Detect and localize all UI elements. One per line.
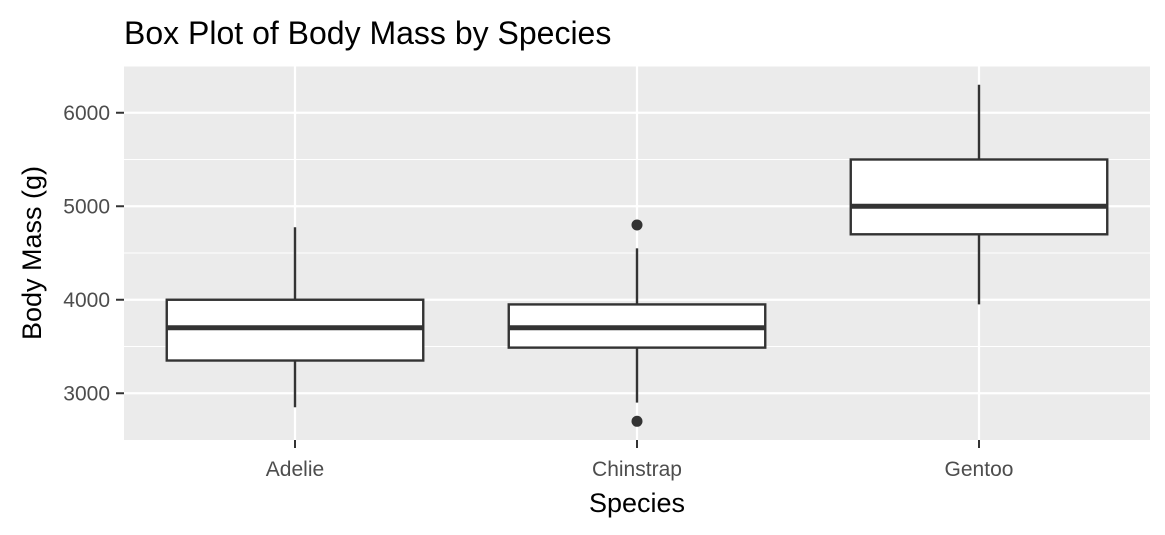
x-tick-label: Chinstrap — [592, 458, 682, 481]
outlier-point — [631, 219, 643, 231]
box-iqr — [849, 158, 1109, 236]
x-tick-label: Adelie — [266, 458, 324, 481]
chart-title: Box Plot of Body Mass by Species — [124, 15, 611, 51]
y-tick-label: 5000 — [63, 195, 110, 218]
y-axis-title: Body Mass (g) — [17, 166, 47, 340]
y-tick-label: 6000 — [63, 102, 110, 125]
x-tick-label: Gentoo — [945, 458, 1014, 481]
box-chinstrap — [507, 219, 767, 427]
x-axis-title: Species — [589, 488, 685, 518]
y-tick-label: 4000 — [63, 289, 110, 312]
outlier-point — [631, 415, 643, 427]
axes: 3000 4000 5000 6000 Adelie Chinstrap Gentoo — [63, 102, 1013, 481]
y-tick-label: 3000 — [63, 382, 110, 405]
box-adelie — [165, 227, 425, 408]
box-series — [165, 84, 1109, 427]
box-gentoo — [849, 84, 1109, 305]
